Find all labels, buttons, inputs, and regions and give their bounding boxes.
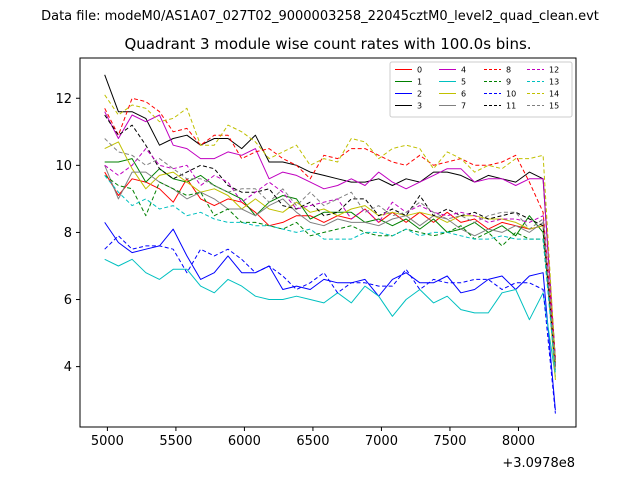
y-tick-label: 12 [55,92,72,107]
y-tick-label: 6 [64,293,72,308]
x-tick-label: 6500 [296,434,329,449]
series-line-10 [104,235,556,414]
legend-label-10: 10 [506,90,516,99]
series-line-4 [104,111,556,360]
series-line-7 [104,165,556,371]
x-axis-offset-label: +3.0978e8 [502,456,575,471]
legend-label-1: 1 [417,78,422,87]
legend-label-7: 7 [461,102,466,111]
plot-area [79,57,577,428]
legend-label-13: 13 [549,78,559,87]
y-tick-label: 8 [64,226,72,241]
x-tick-label: 5000 [91,434,124,449]
series-lines [104,74,556,414]
x-tick-label: 5500 [159,434,192,449]
series-line-13 [104,175,556,374]
legend-label-8: 8 [506,66,511,75]
series-line-5 [104,258,556,377]
legend-label-4: 4 [461,66,466,75]
legend-label-11: 11 [506,102,516,111]
legend-label-15: 15 [549,102,559,111]
x-tick-label: 7500 [433,434,466,449]
data-file-title: Data file: modeM0/AS1A07_027T02_90000032… [41,9,599,24]
y-tick-label: 10 [55,159,72,174]
series-line-11 [104,114,556,367]
series-line-0 [104,171,556,367]
legend-label-14: 14 [549,90,559,99]
legend-label-9: 9 [506,78,511,87]
x-axis-ticks: 5000 5500 6000 6500 7000 7500 8000 [91,427,535,449]
legend-label-3: 3 [417,102,422,111]
y-tick-label: 4 [64,360,72,375]
legend-label-6: 6 [461,90,466,99]
chart-title: Quadrant 3 module wise count rates with … [124,35,531,53]
axes-frame [79,57,577,428]
y-axis-ticks: 4 6 8 10 12 [55,92,80,375]
series-line-8 [104,97,556,360]
legend-box [389,61,573,118]
series-line-2 [104,222,556,411]
series-line-3 [104,74,556,360]
series-line-9 [104,174,556,367]
legend-label-2: 2 [417,90,422,99]
legend-label-5: 5 [461,78,466,87]
legend-label-12: 12 [549,66,559,75]
x-tick-label: 7000 [365,434,398,449]
series-line-6 [104,141,556,381]
x-tick-label: 8000 [502,434,535,449]
legend-label-0: 0 [417,66,422,75]
series-line-15 [104,138,556,367]
x-tick-label: 6000 [228,434,261,449]
series-line-14 [104,94,556,364]
